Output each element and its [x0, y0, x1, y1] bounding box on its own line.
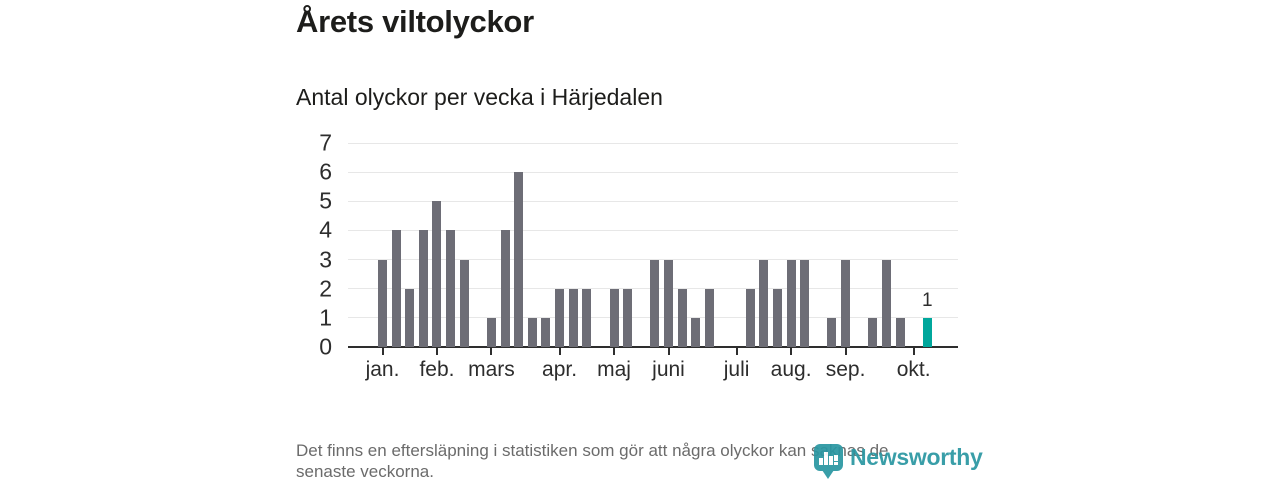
chart-title: Årets viltolyckor — [296, 4, 534, 39]
bar-week-31 — [786, 259, 796, 347]
bar-chart-glyph-icon — [819, 452, 838, 465]
newsworthy-pin-icon — [814, 444, 843, 479]
x-tick-label-jan.: jan. — [365, 358, 400, 381]
bar-week-32 — [800, 259, 810, 347]
bar-week-29 — [759, 259, 769, 347]
bar-week-7 — [459, 259, 469, 347]
bar-week-3 — [405, 288, 415, 347]
bar-week-28 — [745, 288, 755, 347]
footnote-line2: senaste veckorna. — [296, 462, 434, 480]
x-tick-juli — [735, 348, 738, 355]
x-tick-label-feb.: feb. — [419, 358, 455, 381]
x-tick-label-okt.: okt. — [896, 358, 931, 381]
gridline-7 — [348, 142, 958, 144]
bar-week-19 — [623, 288, 633, 347]
y-tick-label-2: 2 — [319, 275, 332, 302]
bar-week-24 — [691, 317, 701, 347]
bar-week-4 — [418, 230, 428, 347]
bar-week-11 — [514, 172, 524, 347]
bar-week-25 — [704, 288, 714, 347]
x-tick-mars — [490, 348, 493, 355]
gridline-5 — [348, 200, 958, 202]
bar-week-1 — [378, 259, 387, 347]
gridline-4 — [348, 229, 958, 231]
footnote-line1: Det finns en eftersläpning i statistiken… — [296, 441, 889, 460]
highlight-value-label: 1 — [922, 289, 933, 311]
bar-week-5 — [432, 201, 442, 347]
bar-chart-plot-area: 0 1 2 3 4 5 6 7 jan. feb. mars apr. maj juni juli aug. s… — [319, 131, 958, 381]
x-tick-okt. — [912, 348, 915, 355]
y-tick-label-3: 3 — [319, 246, 332, 273]
bar-week-22 — [664, 259, 674, 347]
gridline-3 — [348, 259, 958, 261]
bar-week-18 — [609, 288, 619, 347]
x-tick-label-sep.: sep. — [825, 358, 866, 381]
bar-week-13 — [541, 317, 551, 347]
x-tick-juni — [667, 348, 670, 355]
bar-week-39 — [895, 317, 905, 347]
bar-week-10 — [500, 230, 510, 347]
footnote: Det finns en eftersläpning i statistiken… — [296, 440, 888, 480]
y-tick-label-5: 5 — [319, 187, 332, 214]
y-tick-label-4: 4 — [319, 216, 332, 243]
y-tick-label-1: 1 — [319, 304, 332, 331]
bar-week-2 — [391, 230, 401, 347]
bar-week-30 — [772, 288, 782, 347]
y-tick-label-0: 0 — [319, 333, 332, 360]
bar-week-41 — [922, 317, 932, 347]
x-tick-jan. — [381, 348, 384, 355]
x-tick-label-aug.: aug. — [770, 358, 812, 381]
x-tick-maj — [613, 348, 616, 355]
x-tick-label-juli: juli — [723, 358, 750, 381]
y-tick-label-7: 7 — [319, 129, 332, 156]
bar-week-12 — [527, 317, 537, 347]
bar-week-6 — [446, 230, 456, 347]
x-tick-apr. — [558, 348, 561, 355]
bar-week-16 — [582, 288, 592, 347]
x-tick-aug. — [790, 348, 793, 355]
x-tick-label-juni: juni — [652, 358, 685, 381]
bar-week-15 — [568, 288, 578, 347]
x-tick-label-maj: maj — [597, 358, 631, 381]
bar-week-37 — [868, 317, 878, 347]
newsworthy-logo: Newsworthy — [814, 444, 983, 479]
bar-week-9 — [486, 317, 496, 347]
bar-week-35 — [841, 259, 851, 347]
x-tick-label-mars: mars — [468, 358, 515, 381]
bar-week-23 — [677, 288, 687, 347]
bar-week-14 — [555, 288, 565, 347]
newsworthy-wordmark: Newsworthy — [850, 444, 983, 470]
bar-week-34 — [827, 317, 837, 347]
chart-subtitle: Antal olyckor per vecka i Härjedalen — [296, 84, 663, 110]
exclamation-glyph — [834, 454, 838, 465]
bar-week-21 — [650, 259, 660, 347]
bar-week-38 — [881, 259, 891, 347]
x-tick-feb. — [435, 348, 438, 355]
gridline-6 — [348, 171, 958, 173]
x-tick-sep. — [844, 348, 847, 355]
y-tick-label-6: 6 — [319, 158, 332, 185]
x-tick-label-apr.: apr. — [542, 358, 578, 381]
